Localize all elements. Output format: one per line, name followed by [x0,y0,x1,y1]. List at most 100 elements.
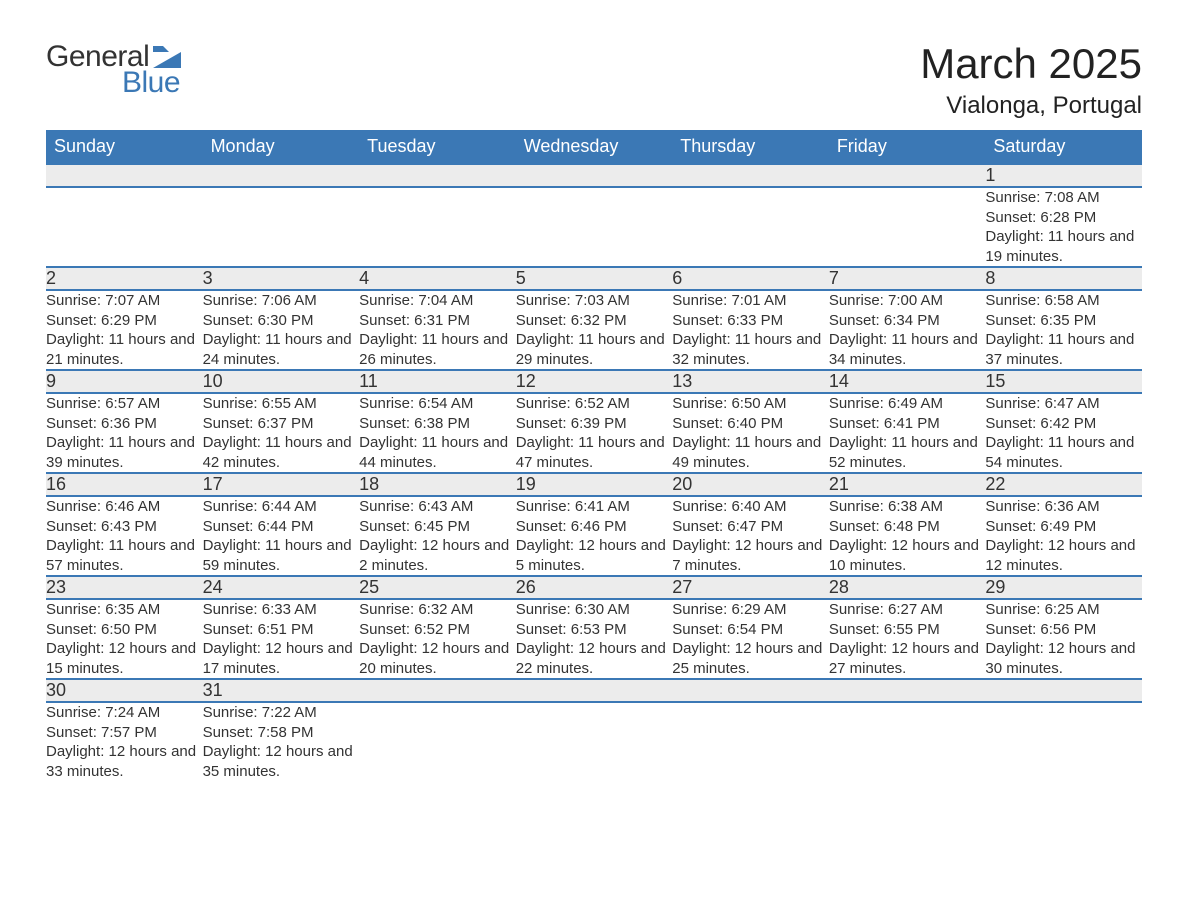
sunrise-text: Sunrise: 6:57 AM [46,394,203,414]
day-detail-cell [829,702,986,781]
day-number-cell [829,164,986,187]
sunrise-text: Sunrise: 6:47 AM [985,394,1142,414]
day-detail-cell: Sunrise: 7:00 AMSunset: 6:34 PMDaylight:… [829,290,986,370]
day-detail-cell [203,187,360,267]
sunset-text: Sunset: 6:36 PM [46,414,203,434]
sunrise-text: Sunrise: 6:50 AM [672,394,829,414]
sunrise-text: Sunrise: 6:38 AM [829,497,986,517]
sunrise-text: Sunrise: 6:54 AM [359,394,516,414]
weekday-header: Wednesday [516,130,673,164]
weekday-header-row: Sunday Monday Tuesday Wednesday Thursday… [46,130,1142,164]
weekday-header: Tuesday [359,130,516,164]
day-number-cell: 26 [516,576,673,599]
sunrise-text: Sunrise: 7:24 AM [46,703,203,723]
day-detail-cell: Sunrise: 6:57 AMSunset: 6:36 PMDaylight:… [46,393,203,473]
day-number-cell: 29 [985,576,1142,599]
sunrise-text: Sunrise: 6:55 AM [203,394,360,414]
daylight-text: Daylight: 11 hours and 32 minutes. [672,330,829,369]
day-number-row: 16171819202122 [46,473,1142,496]
day-number-cell: 17 [203,473,360,496]
day-number-cell [516,679,673,702]
daylight-text: Daylight: 11 hours and 39 minutes. [46,433,203,472]
sunset-text: Sunset: 6:54 PM [672,620,829,640]
weekday-header: Monday [203,130,360,164]
sunset-text: Sunset: 6:31 PM [359,311,516,331]
day-detail-cell [516,702,673,781]
sunset-text: Sunset: 6:45 PM [359,517,516,537]
day-detail-cell: Sunrise: 6:27 AMSunset: 6:55 PMDaylight:… [829,599,986,679]
daylight-text: Daylight: 11 hours and 21 minutes. [46,330,203,369]
day-number-cell [359,679,516,702]
day-number-cell: 15 [985,370,1142,393]
day-number-row: 23242526272829 [46,576,1142,599]
sunrise-text: Sunrise: 6:29 AM [672,600,829,620]
daylight-text: Daylight: 12 hours and 5 minutes. [516,536,673,575]
day-detail-cell: Sunrise: 6:25 AMSunset: 6:56 PMDaylight:… [985,599,1142,679]
day-detail-cell: Sunrise: 7:22 AMSunset: 7:58 PMDaylight:… [203,702,360,781]
day-detail-cell: Sunrise: 6:52 AMSunset: 6:39 PMDaylight:… [516,393,673,473]
day-number-cell: 4 [359,267,516,290]
day-detail-cell: Sunrise: 6:40 AMSunset: 6:47 PMDaylight:… [672,496,829,576]
day-number-cell: 1 [985,164,1142,187]
month-title: March 2025 [920,40,1142,88]
sunrise-text: Sunrise: 6:25 AM [985,600,1142,620]
sunrise-text: Sunrise: 7:00 AM [829,291,986,311]
day-detail-cell: Sunrise: 6:50 AMSunset: 6:40 PMDaylight:… [672,393,829,473]
sunset-text: Sunset: 6:28 PM [985,208,1142,228]
weekday-header: Thursday [672,130,829,164]
day-detail-row: Sunrise: 7:07 AMSunset: 6:29 PMDaylight:… [46,290,1142,370]
sunrise-text: Sunrise: 6:32 AM [359,600,516,620]
sunrise-text: Sunrise: 6:58 AM [985,291,1142,311]
sunset-text: Sunset: 6:38 PM [359,414,516,434]
day-detail-cell [516,187,673,267]
day-number-cell: 16 [46,473,203,496]
day-number-cell [359,164,516,187]
day-number-cell: 19 [516,473,673,496]
day-number-cell: 21 [829,473,986,496]
sunset-text: Sunset: 6:53 PM [516,620,673,640]
day-detail-cell [829,187,986,267]
sunrise-text: Sunrise: 7:08 AM [985,188,1142,208]
day-detail-cell: Sunrise: 6:54 AMSunset: 6:38 PMDaylight:… [359,393,516,473]
day-number-cell: 8 [985,267,1142,290]
sunrise-text: Sunrise: 7:07 AM [46,291,203,311]
sunrise-text: Sunrise: 7:06 AM [203,291,360,311]
sunrise-text: Sunrise: 6:35 AM [46,600,203,620]
day-detail-cell [46,187,203,267]
daylight-text: Daylight: 12 hours and 33 minutes. [46,742,203,781]
day-number-cell: 28 [829,576,986,599]
sunrise-text: Sunrise: 6:27 AM [829,600,986,620]
day-detail-row: Sunrise: 6:57 AMSunset: 6:36 PMDaylight:… [46,393,1142,473]
logo-shape-icon [153,46,181,68]
day-number-cell: 9 [46,370,203,393]
daylight-text: Daylight: 12 hours and 25 minutes. [672,639,829,678]
daylight-text: Daylight: 11 hours and 37 minutes. [985,330,1142,369]
daylight-text: Daylight: 12 hours and 35 minutes. [203,742,360,781]
day-detail-row: Sunrise: 6:46 AMSunset: 6:43 PMDaylight:… [46,496,1142,576]
sunset-text: Sunset: 6:41 PM [829,414,986,434]
day-detail-cell: Sunrise: 6:38 AMSunset: 6:48 PMDaylight:… [829,496,986,576]
sunrise-text: Sunrise: 7:01 AM [672,291,829,311]
sunrise-text: Sunrise: 6:30 AM [516,600,673,620]
day-number-cell: 5 [516,267,673,290]
sunrise-text: Sunrise: 6:49 AM [829,394,986,414]
day-number-row: 9101112131415 [46,370,1142,393]
daylight-text: Daylight: 12 hours and 20 minutes. [359,639,516,678]
day-number-cell: 10 [203,370,360,393]
sunrise-text: Sunrise: 6:41 AM [516,497,673,517]
daylight-text: Daylight: 11 hours and 42 minutes. [203,433,360,472]
sunset-text: Sunset: 6:35 PM [985,311,1142,331]
sunset-text: Sunset: 6:37 PM [203,414,360,434]
day-number-cell: 23 [46,576,203,599]
sunrise-text: Sunrise: 6:33 AM [203,600,360,620]
sunset-text: Sunset: 6:52 PM [359,620,516,640]
daylight-text: Daylight: 11 hours and 24 minutes. [203,330,360,369]
sunset-text: Sunset: 6:30 PM [203,311,360,331]
sunrise-text: Sunrise: 6:46 AM [46,497,203,517]
sunset-text: Sunset: 6:49 PM [985,517,1142,537]
sunset-text: Sunset: 6:51 PM [203,620,360,640]
day-detail-cell: Sunrise: 6:44 AMSunset: 6:44 PMDaylight:… [203,496,360,576]
daylight-text: Daylight: 12 hours and 12 minutes. [985,536,1142,575]
sunset-text: Sunset: 6:50 PM [46,620,203,640]
title-block: March 2025 Vialonga, Portugal [920,40,1142,120]
